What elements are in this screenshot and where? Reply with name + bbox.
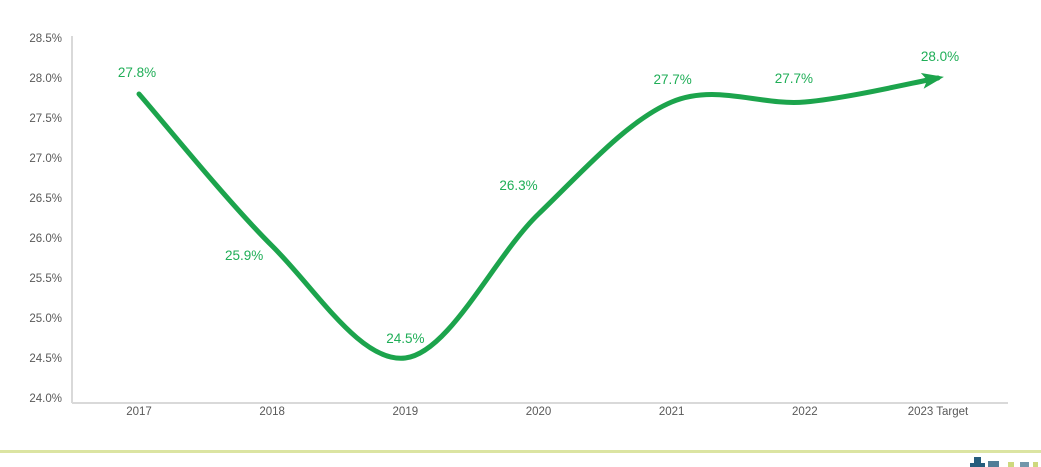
- x-tick-label: 2022: [792, 406, 818, 418]
- data-label: 24.5%: [386, 331, 424, 346]
- data-label: 26.3%: [499, 178, 537, 193]
- y-tick-label: 26.5%: [29, 193, 62, 205]
- data-label: 27.8%: [118, 65, 156, 80]
- y-tick-label: 28.0%: [29, 73, 62, 85]
- x-tick-label: 2021: [659, 406, 685, 418]
- footer-separator-line: [0, 450, 1041, 453]
- x-tick-label: 2020: [526, 406, 552, 418]
- data-labels: 27.8% 25.9% 24.5% 26.3% 27.7% 27.7% 28.0%: [118, 49, 959, 346]
- data-label: 27.7%: [654, 72, 692, 87]
- data-label: 25.9%: [225, 248, 263, 263]
- y-axis-tick-labels: 24.0% 24.5% 25.0% 25.5% 26.0% 26.5% 27.0% 27.5%…: [29, 33, 62, 405]
- x-tick-label: 2023 Target: [908, 406, 969, 418]
- y-tick-label: 25.5%: [29, 273, 62, 285]
- x-axis-tick-labels: 2017 2018 2019 2020 2021 2022 2023 Target: [126, 406, 969, 418]
- series-line: [136, 72, 944, 361]
- y-tick-label: 28.5%: [29, 33, 62, 45]
- y-tick-label: 24.5%: [29, 353, 62, 365]
- x-tick-label: 2018: [259, 406, 285, 418]
- axes: [71, 36, 1008, 404]
- y-tick-label: 27.0%: [29, 153, 62, 165]
- x-tick-label: 2017: [126, 406, 152, 418]
- y-tick-label: 24.0%: [29, 393, 62, 405]
- y-tick-label: 25.0%: [29, 313, 62, 325]
- y-tick-label: 27.5%: [29, 113, 62, 125]
- data-label: 27.7%: [775, 71, 813, 86]
- y-tick-label: 26.0%: [29, 233, 62, 245]
- x-tick-label: 2019: [393, 406, 419, 418]
- data-label: 28.0%: [921, 49, 959, 64]
